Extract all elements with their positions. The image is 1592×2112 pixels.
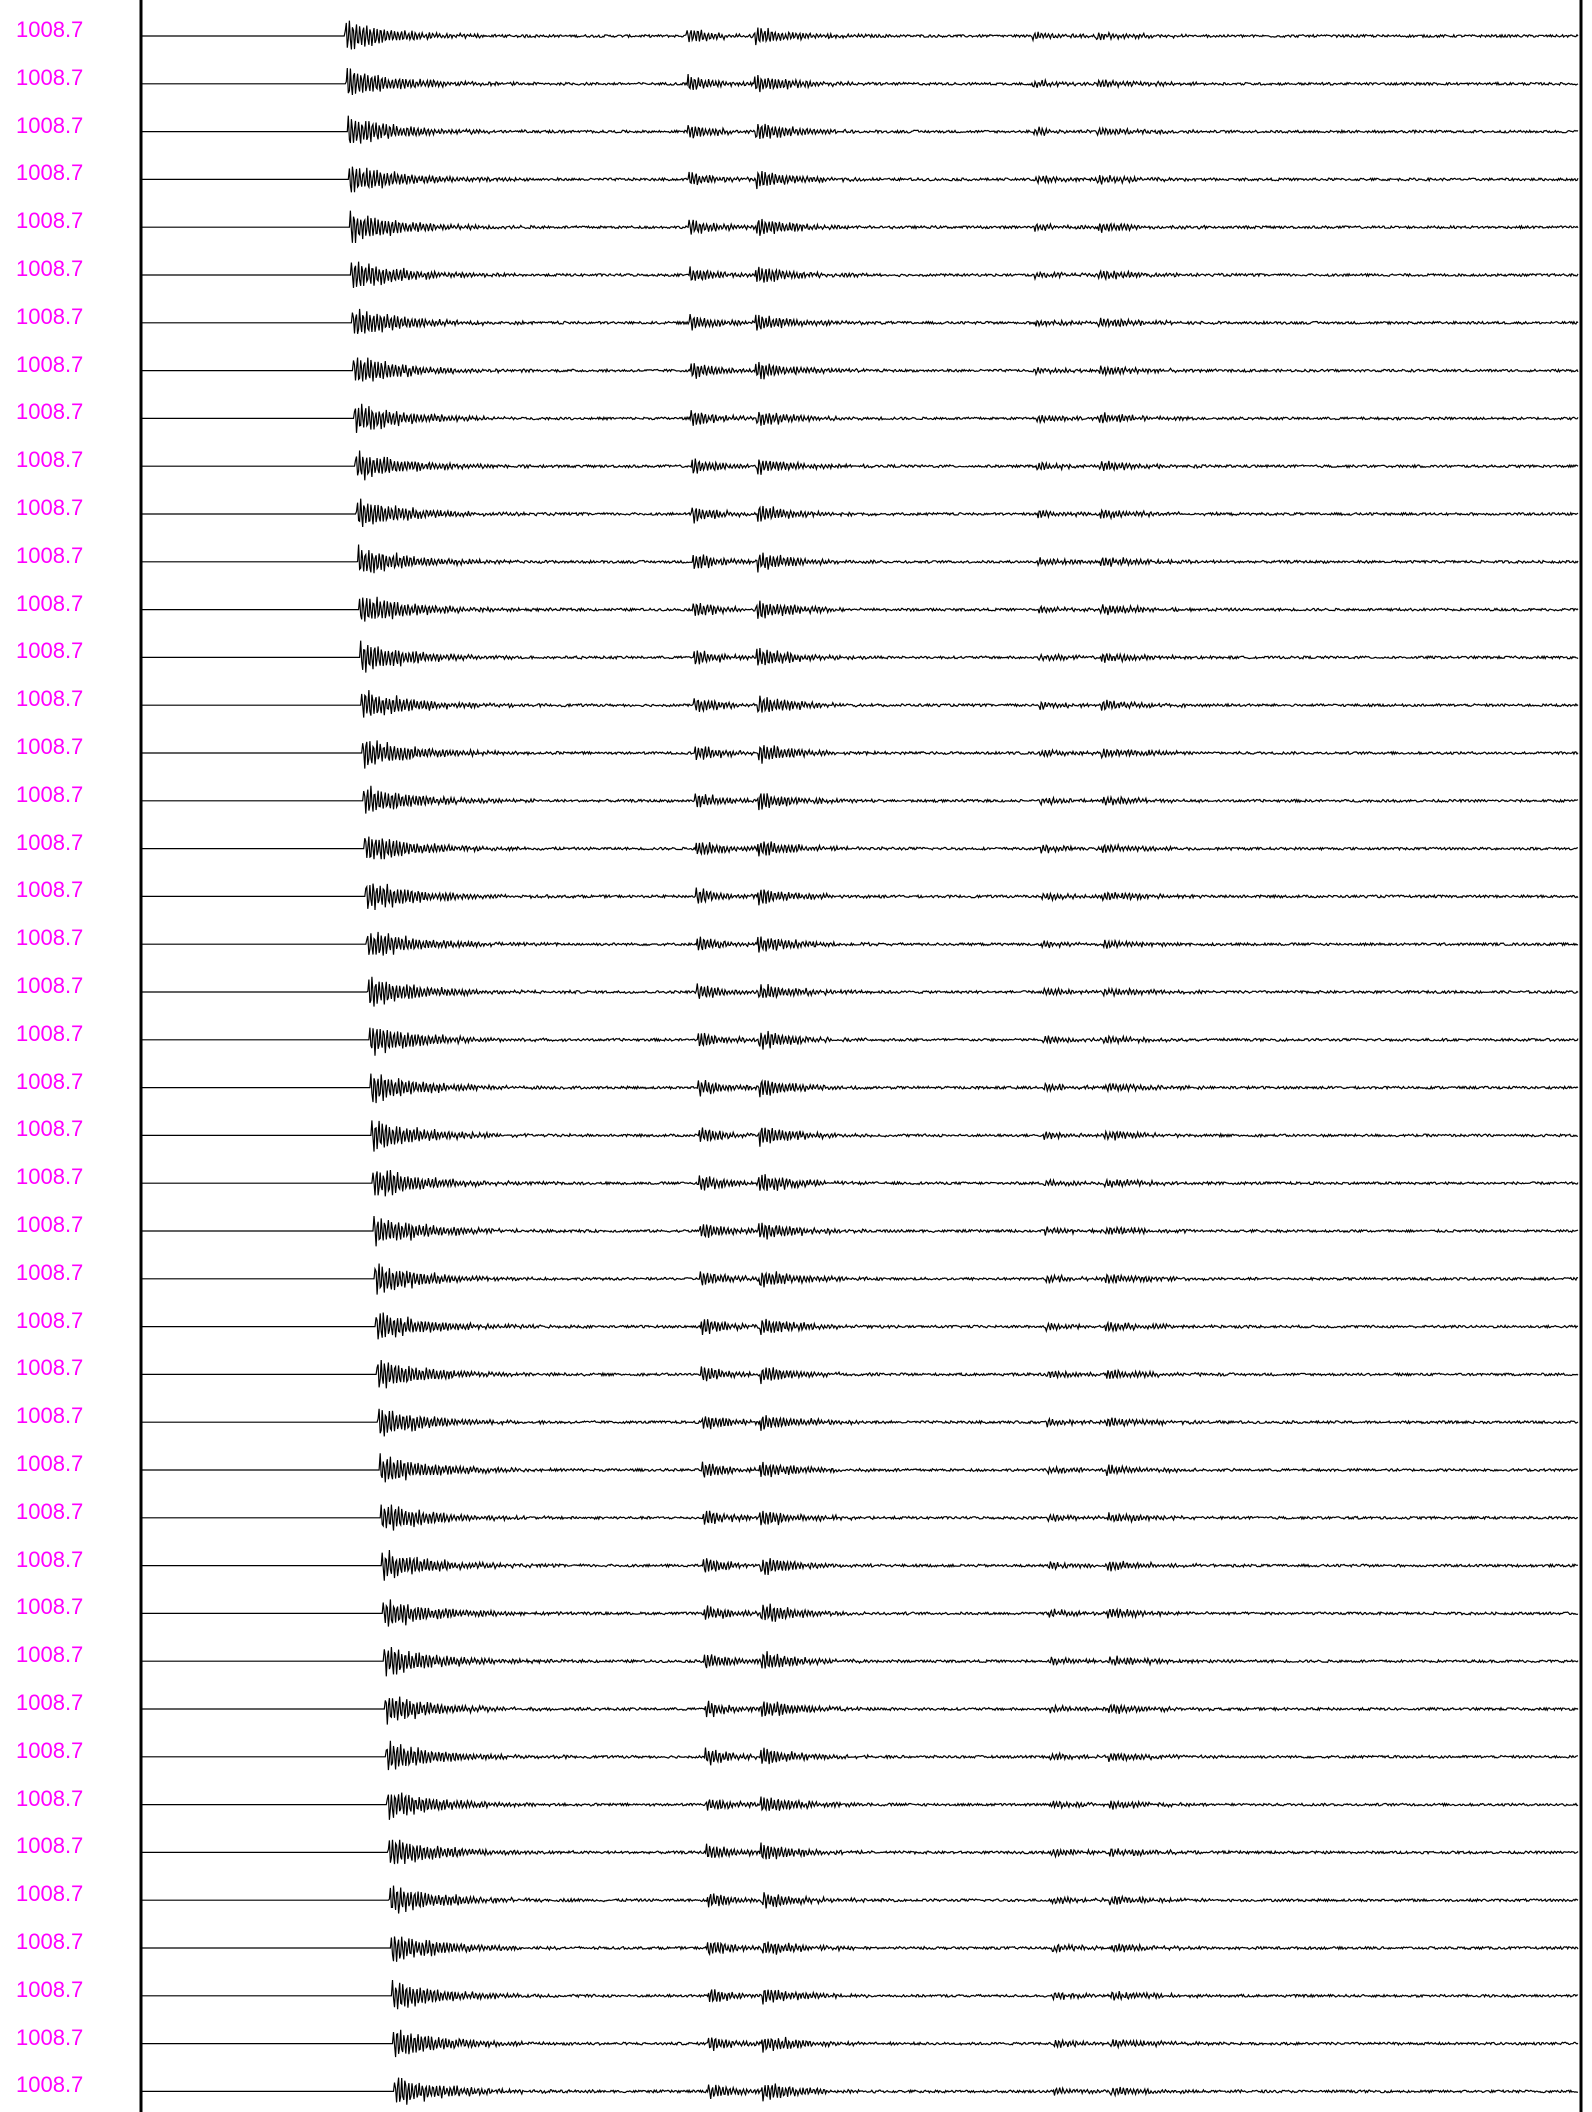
trace-label: 1008.7 bbox=[16, 1212, 84, 1237]
trace-label: 1008.7 bbox=[16, 2072, 84, 2098]
trace-label: 1008.7 bbox=[16, 1976, 84, 2002]
trace-label: 1008.7 bbox=[16, 1068, 84, 1094]
trace-line bbox=[141, 450, 1579, 481]
trace-label: 1008.7 bbox=[16, 303, 84, 329]
trace-line bbox=[141, 1936, 1579, 1962]
trace-line bbox=[141, 1453, 1579, 1483]
trace-line bbox=[141, 498, 1579, 528]
trace-label: 1008.7 bbox=[16, 399, 84, 425]
trace-line bbox=[141, 1027, 1579, 1056]
trace-label: 1008.7 bbox=[16, 160, 84, 186]
trace-line bbox=[141, 115, 1579, 144]
trace-line bbox=[141, 1073, 1579, 1104]
trace-label: 1008.7 bbox=[16, 925, 84, 951]
trace-label: 1008.7 bbox=[16, 542, 84, 568]
trace-label: 1008.7 bbox=[16, 590, 84, 616]
trace-line bbox=[141, 1740, 1579, 1771]
trace-line bbox=[141, 596, 1579, 622]
trace-line bbox=[141, 544, 1579, 574]
trace-label: 1008.7 bbox=[16, 638, 84, 664]
trace-label: 1008.7 bbox=[16, 351, 84, 377]
trace-line bbox=[141, 210, 1579, 244]
trace-label: 1008.7 bbox=[16, 877, 84, 903]
trace-label: 1008.7 bbox=[16, 1929, 84, 1954]
trace-label-column: 1008.7 1008.7 1008.7 1008.7 1008.7 1008.7 1008… bbox=[0, 0, 138, 2112]
trace-label: 1008.7 bbox=[16, 686, 84, 712]
trace-label: 1008.7 bbox=[16, 447, 84, 473]
trace-line bbox=[141, 1504, 1578, 1531]
trace-line bbox=[141, 1263, 1579, 1295]
trace-line bbox=[141, 1359, 1579, 1389]
trace-label: 1008.7 bbox=[16, 973, 84, 998]
trace-label: 1008.7 bbox=[16, 495, 84, 520]
trace-label: 1008.7 bbox=[16, 208, 84, 234]
trace-label: 1008.7 bbox=[16, 1690, 84, 1715]
trace-label: 1008.7 bbox=[16, 1403, 84, 1429]
trace-label: 1008.7 bbox=[16, 1355, 84, 1381]
trace-label: 1008.7 bbox=[16, 1785, 84, 1811]
trace-line bbox=[141, 1885, 1579, 1914]
trace-line bbox=[141, 1599, 1579, 1627]
trace-line bbox=[141, 1408, 1579, 1437]
trace-line bbox=[141, 2077, 1579, 2105]
trace-line bbox=[141, 357, 1579, 382]
trace-label: 1008.7 bbox=[16, 1259, 84, 1285]
trace-line bbox=[141, 1169, 1579, 1197]
trace-line bbox=[141, 67, 1579, 96]
trace-line bbox=[141, 690, 1579, 718]
trace-line bbox=[141, 883, 1579, 911]
trace-line bbox=[141, 1839, 1579, 1865]
trace-label: 1008.7 bbox=[16, 2024, 84, 2050]
trace-label: 1008.7 bbox=[16, 1451, 84, 1476]
trace-line bbox=[141, 261, 1579, 288]
trace-label: 1008.7 bbox=[16, 829, 84, 855]
trace-line bbox=[141, 1696, 1579, 1725]
trace-label: 1008.7 bbox=[16, 1642, 84, 1668]
trace-line bbox=[141, 836, 1578, 860]
trace-line bbox=[141, 1215, 1579, 1247]
trace-label: 1008.7 bbox=[16, 64, 84, 90]
trace-line bbox=[141, 1312, 1579, 1340]
trace-label: 1008.7 bbox=[16, 1881, 84, 1907]
trace-line bbox=[141, 166, 1579, 193]
trace-label: 1008.7 bbox=[16, 1020, 84, 1046]
trace-line bbox=[141, 20, 1579, 50]
trace-line bbox=[141, 1646, 1579, 1677]
trace-line bbox=[141, 308, 1579, 335]
trace-line bbox=[141, 640, 1579, 673]
trace-line bbox=[141, 2029, 1579, 2058]
trace-line bbox=[141, 976, 1579, 1007]
trace-label: 1008.7 bbox=[16, 1164, 84, 1190]
trace-line bbox=[141, 740, 1579, 769]
trace-label: 1008.7 bbox=[16, 1737, 84, 1763]
trace-label: 1008.7 bbox=[16, 1594, 84, 1620]
trace-label: 1008.7 bbox=[16, 112, 84, 138]
trace-label: 1008.7 bbox=[16, 1546, 84, 1572]
trace-line bbox=[141, 1979, 1579, 2010]
trace-label: 1008.7 bbox=[16, 734, 84, 759]
trace-label: 1008.7 bbox=[16, 1498, 84, 1524]
trace-label: 1008.7 bbox=[16, 17, 84, 42]
trace-line bbox=[141, 1120, 1579, 1152]
trace-label: 1008.7 bbox=[16, 1116, 84, 1142]
trace-label: 1008.7 bbox=[16, 1307, 84, 1333]
trace-label: 1008.7 bbox=[16, 1833, 84, 1859]
trace-line bbox=[141, 785, 1579, 814]
trace-line bbox=[141, 403, 1579, 433]
trace-label: 1008.7 bbox=[16, 781, 84, 807]
trace-line bbox=[141, 1792, 1579, 1820]
trace-label: 1008.7 bbox=[16, 256, 84, 281]
trace-line bbox=[141, 1549, 1579, 1581]
trace-line bbox=[141, 931, 1579, 956]
